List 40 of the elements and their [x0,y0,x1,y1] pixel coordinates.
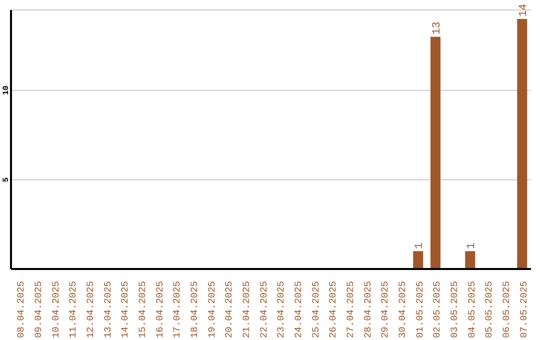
x-tick-label: 25.04.2025 [310,280,322,338]
x-tick-label: 04.05.2025 [466,280,478,338]
x-tick-label: 09.04.2025 [33,280,44,338]
x-tick-label: 06.05.2025 [501,280,512,338]
bar [430,36,440,269]
x-tick-label: 08.04.2025 [16,280,27,338]
data-label: 1 [466,242,478,250]
x-tick-label: 15.04.2025 [137,280,148,338]
x-tick-label: 05.05.2025 [484,280,495,338]
x-tick-label: 12.04.2025 [85,280,96,338]
x-tick-label: 07.05.2025 [518,280,530,338]
x-tick-label: 16.04.2025 [154,280,166,338]
bar [413,251,424,269]
x-tick-label: 20.04.2025 [224,280,235,338]
x-tick-label: 14.04.2025 [120,280,131,338]
y-tick-label: 10 [2,85,11,96]
data-label: 13 [431,22,444,35]
x-tick-label: 22.04.2025 [258,280,270,338]
x-tick-label: 17.04.2025 [172,280,183,338]
data-label: 14 [518,3,530,17]
x-tick-label: 01.05.2025 [414,280,426,338]
x-tick-label: 26.04.2025 [328,280,339,338]
x-tick-label: 29.04.2025 [380,280,391,338]
x-tick-label: 27.04.2025 [345,280,356,338]
x-tick-label: 19.04.2025 [206,280,218,338]
bar [517,18,528,269]
x-tick-label: 18.04.2025 [189,280,200,338]
x-tick-label: 21.04.2025 [241,280,252,338]
x-tick-label: 03.05.2025 [449,280,460,338]
x-tick-label: 13.04.2025 [102,280,114,338]
x-tick-label: 02.05.2025 [432,280,443,338]
x-tick-label: 10.04.2025 [50,280,62,338]
x-tick-label: 28.04.2025 [362,280,374,338]
x-tick-label: 11.04.2025 [68,280,79,338]
bar [465,251,476,269]
x-tick-label: 30.04.2025 [397,280,408,338]
x-tick-label: 24.04.2025 [293,280,304,338]
y-tick-label: 5 [2,177,11,182]
x-tick-label: 23.04.2025 [276,280,287,338]
data-label: 1 [414,242,426,250]
